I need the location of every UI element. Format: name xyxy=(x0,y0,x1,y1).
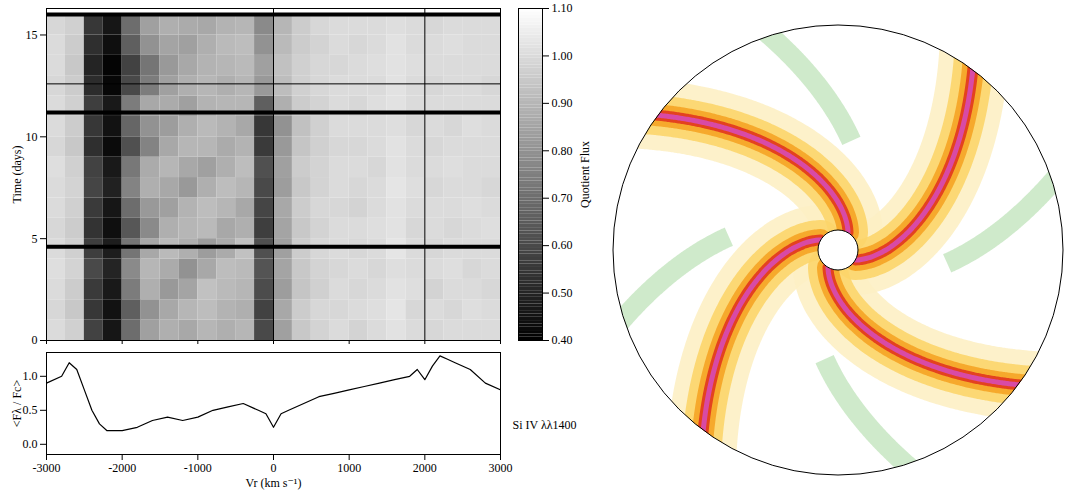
svg-text:5: 5 xyxy=(32,231,38,245)
svg-text:1000: 1000 xyxy=(337,461,361,475)
svg-text:Quotient Flux: Quotient Flux xyxy=(578,141,592,208)
svg-text:0.80: 0.80 xyxy=(552,144,573,158)
svg-text:0.40: 0.40 xyxy=(552,333,573,347)
svg-text:1.10: 1.10 xyxy=(552,1,573,15)
svg-text:Vr (km s⁻¹): Vr (km s⁻¹) xyxy=(246,476,302,490)
svg-text:0.90: 0.90 xyxy=(552,96,573,110)
svg-text:-3000: -3000 xyxy=(33,461,61,475)
svg-text:0.60: 0.60 xyxy=(552,238,573,252)
svg-text:0: 0 xyxy=(32,333,38,347)
svg-text:-2000: -2000 xyxy=(108,461,136,475)
svg-text:0: 0 xyxy=(271,461,277,475)
svg-text:0.70: 0.70 xyxy=(552,191,573,205)
svg-text:0.0: 0.0 xyxy=(23,437,38,451)
svg-text:2000: 2000 xyxy=(413,461,437,475)
svg-text:0.50: 0.50 xyxy=(552,286,573,300)
svg-text:0.5: 0.5 xyxy=(23,403,38,417)
svg-text:3000: 3000 xyxy=(489,461,513,475)
svg-text:1.00: 1.00 xyxy=(552,49,573,63)
svg-text:1.0: 1.0 xyxy=(23,369,38,383)
svg-text:-1000: -1000 xyxy=(184,461,212,475)
svg-text:Time (days): Time (days) xyxy=(10,146,24,204)
svg-text:Si IV λλ1400: Si IV λλ1400 xyxy=(513,418,577,432)
svg-text:15: 15 xyxy=(26,28,38,42)
svg-text:10: 10 xyxy=(26,130,38,144)
svg-text:<Fλ / Fc>: <Fλ / Fc> xyxy=(10,380,24,428)
